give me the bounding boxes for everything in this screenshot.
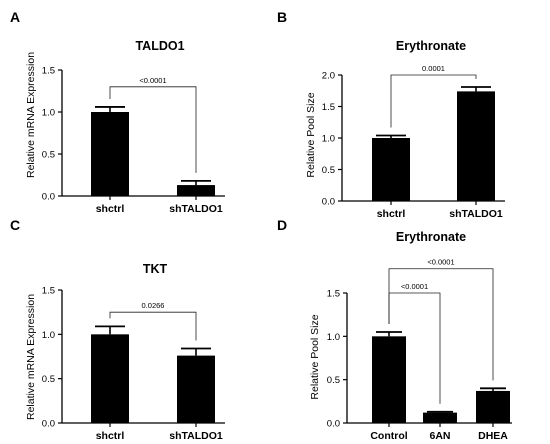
x-tick-label: shctrl (377, 208, 406, 220)
y-tick-label: 1.5 (327, 289, 340, 300)
chart-panel-d: D Erythronate Relative Pool Size 0.0 0.5 1.0 1… (277, 217, 512, 442)
significance-bracket (388, 268, 494, 381)
x-tick-label: Control (370, 430, 407, 442)
p-value-label: <0.0001 (139, 76, 166, 85)
panel-letter: B (277, 9, 287, 25)
y-tick-label: 0.5 (322, 165, 335, 176)
y-tick-label: 0.5 (327, 375, 340, 386)
bar-shctrl (91, 112, 129, 196)
y-axis-label: Relative Pool Size (305, 92, 317, 177)
chart-panel-c: C TKT Relative mRNA Expression 0.0 0.5 1.0 1.5… (10, 217, 225, 442)
x-tick-label: shctrl (96, 203, 125, 215)
panel-letter: C (10, 217, 20, 233)
chart-panel-a: A TALDO1 Relative mRNA Expression 0.0 0.5 1.0… (10, 9, 225, 215)
x-tick-label: shctrl (96, 430, 125, 442)
y-tick-label: 1.0 (42, 108, 55, 119)
chart-title: Erythronate (396, 39, 466, 53)
y-tick-label: 1.5 (42, 286, 55, 297)
y-tick-label: 0.0 (322, 197, 335, 208)
bar-shtaldo1 (177, 185, 215, 196)
panel-letter: D (277, 217, 287, 233)
p-value-label: <0.0001 (427, 258, 454, 267)
y-tick-label: 1.5 (42, 66, 55, 77)
y-tick-label: 1.0 (322, 134, 335, 145)
chart-title: TKT (143, 262, 168, 276)
y-tick-label: 0.0 (42, 419, 55, 430)
bar-6an (423, 412, 457, 423)
y-axis-label: Relative Pool Size (309, 314, 321, 399)
chart-title: TALDO1 (135, 39, 184, 53)
x-tick-label: DHEA (478, 430, 508, 442)
y-axis-label: Relative mRNA Expression (25, 294, 37, 420)
significance-bracket (390, 74, 477, 128)
significance-bracket (109, 311, 197, 341)
y-axis-label: Relative mRNA Expression (25, 52, 37, 178)
bar-shtaldo1 (457, 91, 495, 201)
y-tick-label: 1.5 (322, 102, 335, 113)
bar-shctrl (372, 138, 410, 201)
y-tick-label: 1.0 (327, 332, 340, 343)
y-tick-label: 1.0 (42, 330, 55, 341)
p-value-label: 0.0266 (142, 301, 165, 310)
bar-control (372, 336, 406, 423)
p-value-label: 0.0001 (422, 64, 445, 73)
bar-shctrl (91, 334, 129, 423)
x-tick-label: 6AN (429, 430, 450, 442)
x-tick-label: shTALDO1 (449, 208, 503, 220)
chart-panel-b: B Erythronate Relative Pool Size 0.0 0.5 1.0 1… (277, 9, 505, 220)
y-tick-label: 0.5 (42, 150, 55, 161)
y-tick-label: 2.0 (322, 71, 335, 82)
bar-shtaldo1 (177, 355, 215, 423)
y-tick-label: 0.5 (42, 374, 55, 385)
panel-letter: A (10, 9, 20, 25)
chart-title: Erythronate (396, 230, 466, 244)
y-tick-label: 0.0 (42, 192, 55, 203)
significance-bracket (109, 86, 197, 173)
x-tick-label: shTALDO1 (169, 203, 223, 215)
p-value-label: <0.0001 (401, 282, 428, 291)
x-tick-label: shTALDO1 (169, 430, 223, 442)
y-tick-label: 0.0 (327, 419, 340, 430)
bar-dhea (476, 390, 510, 423)
